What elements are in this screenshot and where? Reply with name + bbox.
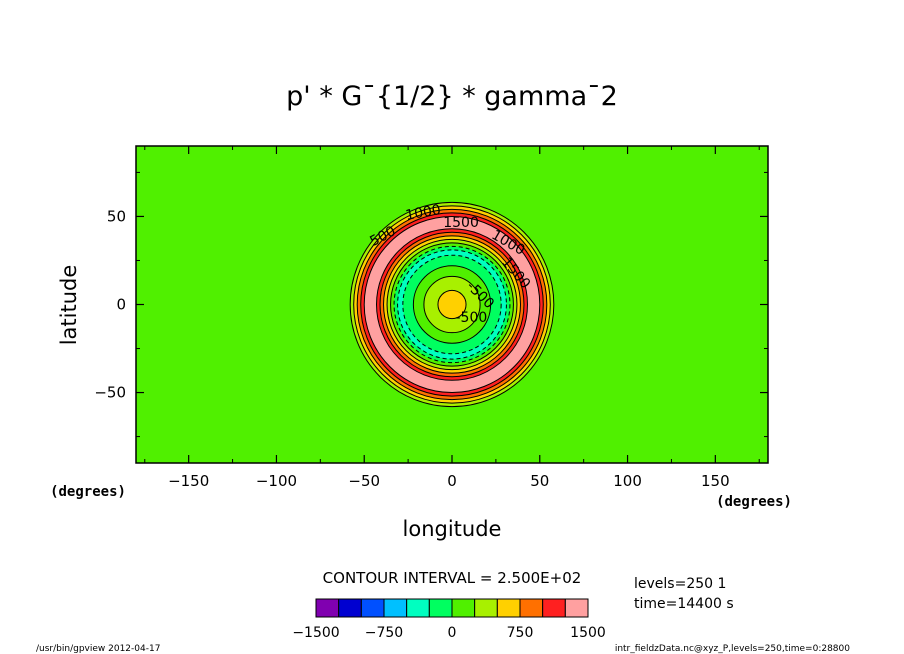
x-tick-label: 50 — [530, 472, 549, 490]
colorbar-tick-label: −750 — [365, 625, 403, 641]
contour-line — [379, 231, 525, 378]
time-info: time=14400 s — [634, 596, 734, 612]
colorbar-swatch — [338, 598, 362, 618]
colorbar-swatch — [428, 598, 453, 618]
colorbar-tick-label: 750 — [507, 625, 534, 641]
contour-line — [376, 228, 528, 381]
y-axis-label: latitude — [57, 265, 81, 346]
contour-label: 1000 — [404, 202, 442, 224]
contour-line — [423, 275, 481, 334]
colorbar-tick-label: 0 — [448, 625, 457, 641]
contour-rings — [349, 201, 555, 408]
x-axis: −150 −100 −50 0 50 100 150 — [144, 146, 760, 490]
colorbar-swatch — [451, 598, 476, 618]
y-tick-label: 50 — [107, 207, 126, 225]
colorbar-swatch — [564, 598, 589, 618]
y-tick-label: −50 — [94, 384, 126, 402]
footer-left: /usr/bin/gpview 2012-04-17 — [36, 644, 160, 654]
contour-line — [356, 208, 548, 401]
contour-line — [393, 245, 511, 364]
y-units-label: (degrees) — [50, 484, 126, 500]
y-axis: −50 0 50 — [94, 171, 768, 438]
contour-line — [349, 201, 555, 408]
chart-title: p' * G¯{1/2} * gamma¯2 — [286, 81, 618, 112]
colorbar: −1500 −750 0 750 1500 — [292, 598, 606, 641]
colorbar-swatch — [542, 598, 566, 618]
contour-line — [390, 242, 514, 367]
x-tick-label: −100 — [256, 472, 297, 490]
colorbar-swatch — [315, 598, 340, 618]
levels-info: levels=250 1 — [634, 576, 726, 592]
contour-label: -500 — [456, 310, 488, 326]
colorbar-tick-label: 1500 — [570, 625, 606, 641]
x-axis-label: longitude — [403, 517, 502, 541]
x-units-label: (degrees) — [716, 494, 792, 510]
contour-line — [402, 254, 502, 355]
contour-fill-ring — [437, 290, 467, 319]
contour-line — [360, 212, 544, 397]
colorbar-tick-label: −1500 — [292, 625, 339, 641]
x-tick-label: 0 — [447, 472, 457, 490]
colorbar-swatch — [383, 598, 408, 618]
colorbar-swatch — [474, 598, 498, 618]
contour-line — [412, 265, 492, 344]
y-tick-label: 0 — [116, 296, 126, 314]
contour-label: 1500 — [443, 215, 479, 231]
colorbar-swatch — [496, 598, 521, 618]
contour-line — [353, 205, 551, 404]
colorbar-swatch — [519, 598, 544, 618]
x-tick-label: 150 — [701, 472, 730, 490]
contour-line — [383, 235, 521, 374]
x-tick-label: −150 — [168, 472, 209, 490]
x-tick-label: −50 — [348, 472, 380, 490]
colorbar-swatch — [360, 598, 385, 618]
colorbar-swatch — [406, 598, 430, 618]
contour-line — [363, 215, 541, 394]
contour-line — [397, 249, 507, 360]
contour-interval-label: CONTOUR INTERVAL = 2.500E+02 — [323, 569, 582, 587]
x-tick-label: 100 — [613, 472, 642, 490]
footer-right: intr_fieldzData.nc@xyz_P,levels=250,time… — [615, 644, 850, 654]
contour-line — [386, 238, 518, 371]
contour-line — [437, 289, 467, 320]
